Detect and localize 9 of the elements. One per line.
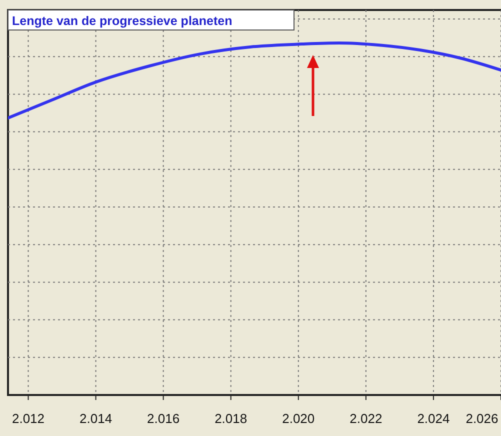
x-tick-label: 2.018 [214,411,248,426]
x-tick-label: 2.022 [350,411,382,426]
x-tick-label: 2.020 [282,411,315,426]
x-tick-label: 2.024 [417,411,450,426]
x-tick-label: 2.012 [12,411,45,426]
x-tick-label: 2.026 [466,411,498,426]
x-tick-label: 2.014 [80,411,112,426]
chart-title: Lengte van de progressieve planeten [12,14,232,28]
x-tick-label: 2.016 [147,411,180,426]
